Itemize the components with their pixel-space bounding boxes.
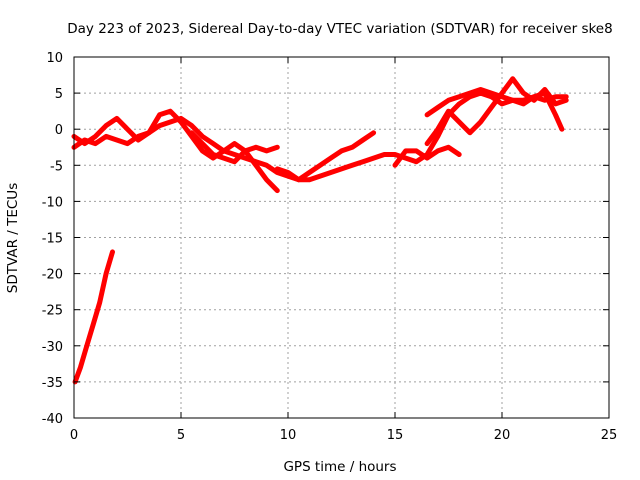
series-track-6 xyxy=(392,144,462,168)
series-track-5 xyxy=(274,130,377,183)
series-track-7 xyxy=(424,76,569,147)
y-tick-label: 10 xyxy=(46,51,63,66)
x-tick-label: 15 xyxy=(387,428,404,443)
x-tick-label: 25 xyxy=(601,428,618,443)
x-axis-title: GPS time / hours xyxy=(283,459,396,475)
y-tick-label: -10 xyxy=(42,195,63,210)
chart-title: Day 223 of 2023, Sidereal Day-to-day VTE… xyxy=(67,21,612,37)
y-tick-label: -35 xyxy=(42,376,63,391)
axis-ticks xyxy=(73,56,610,419)
y-axis-title: SDTVAR / TECUs xyxy=(5,183,21,293)
y-tick-label: -5 xyxy=(50,159,63,174)
y-tick-label: -25 xyxy=(42,304,63,319)
series-group xyxy=(71,76,569,385)
y-tick-label: -40 xyxy=(42,412,63,427)
y-tick-label: -30 xyxy=(42,340,63,355)
x-tick-label: 10 xyxy=(280,428,297,443)
tick-labels: 0 5 10 15 20 25 -40 -35 -30 -25 -20 -15 -10 -5 0 5 10 xyxy=(42,51,618,443)
series-track-4 xyxy=(189,130,280,165)
y-tick-label: 0 xyxy=(55,123,63,138)
y-tick-label: 5 xyxy=(55,87,63,102)
y-tick-label: -15 xyxy=(42,232,63,247)
x-tick-label: 20 xyxy=(494,428,511,443)
x-tick-label: 5 xyxy=(177,428,185,443)
series-track-1 xyxy=(72,249,115,385)
series-track-8 xyxy=(424,87,569,118)
series-track-2 xyxy=(71,90,565,183)
grid xyxy=(74,57,609,418)
x-tick-label: 0 xyxy=(70,428,78,443)
y-tick-label: -20 xyxy=(42,268,63,283)
